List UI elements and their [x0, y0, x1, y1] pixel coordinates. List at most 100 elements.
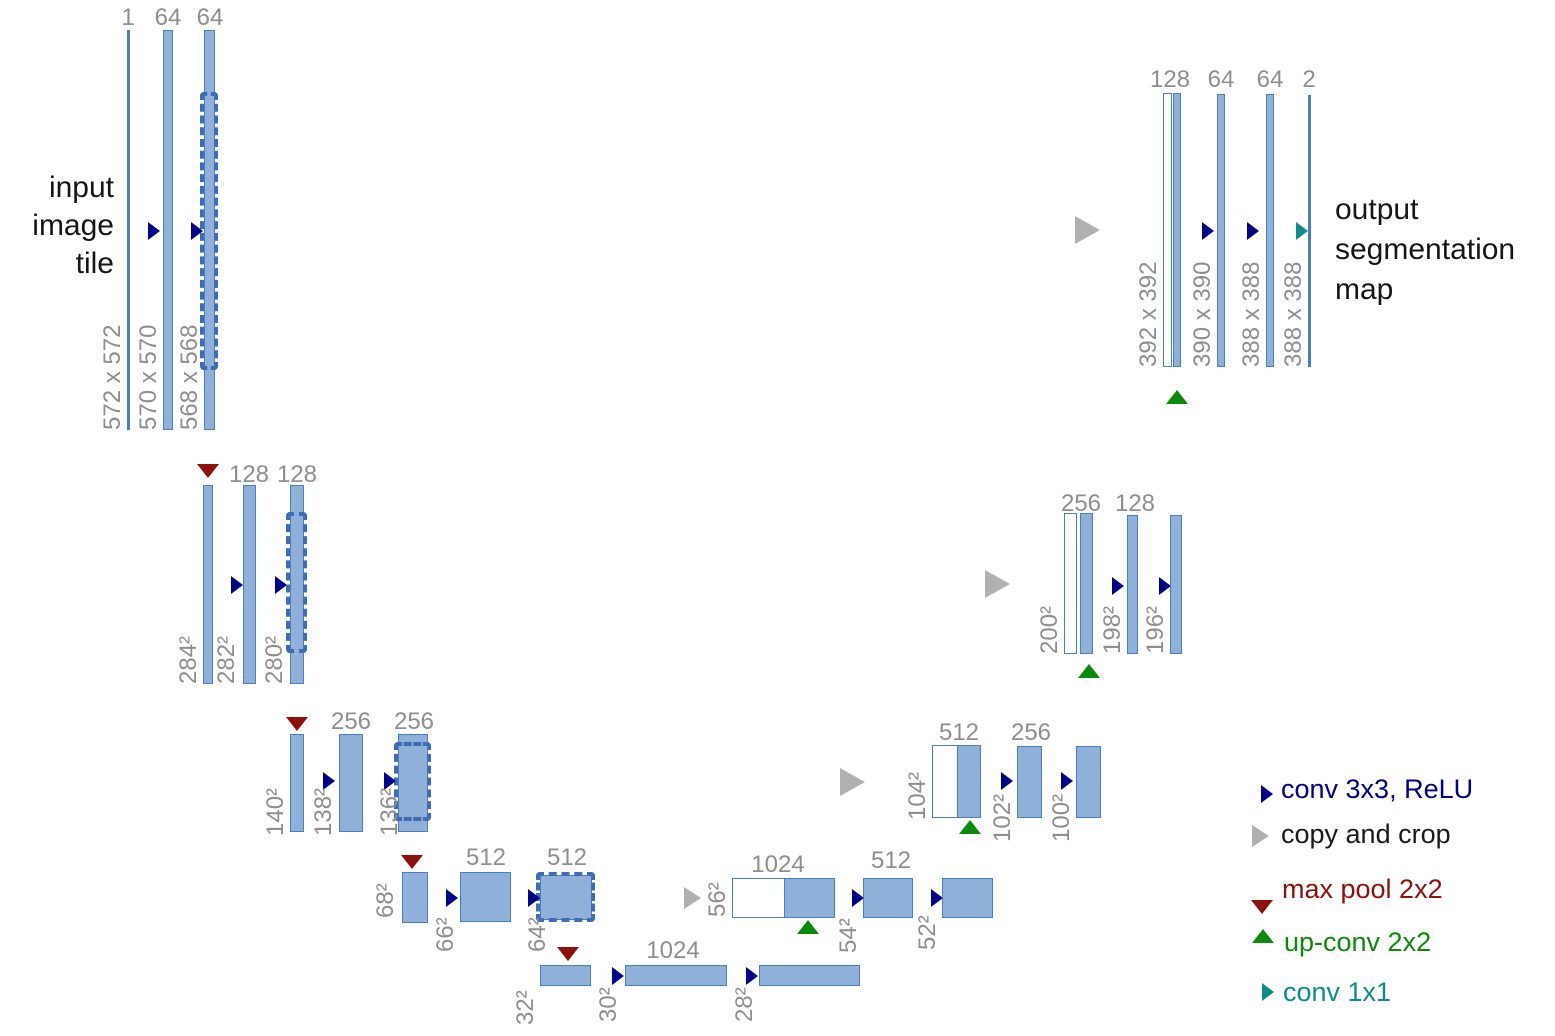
- dec2-feature-bar: [1127, 515, 1138, 654]
- dec4-size-label: 52²: [914, 915, 941, 950]
- copy-crop-arrow: [627, 884, 701, 911]
- dec1-channel-label: 64: [1207, 66, 1235, 93]
- enc4-channel-label: 512: [546, 844, 588, 871]
- dec1-size-label: 388 x 388: [1238, 261, 1265, 367]
- bottleneck-feature-box: [625, 965, 727, 986]
- output-map-label-line2: segmentation: [1335, 233, 1516, 266]
- conv3x3-arrow: [1096, 576, 1124, 595]
- dec2-size-label: 200²: [1036, 605, 1063, 654]
- dec4-channel-label: 1024: [751, 851, 805, 878]
- conv3x3-arrow: [1184, 221, 1214, 240]
- input-tile-label-line1: input: [48, 171, 114, 204]
- dec1-feature-bar: [1217, 94, 1225, 367]
- legend-upconv-label: up-conv 2x2: [1284, 927, 1432, 957]
- enc4-channel-label: 512: [465, 844, 507, 871]
- maxpool-arrow: [556, 923, 580, 961]
- legend-maxpool-arrow-icon: [1251, 877, 1273, 914]
- enc3-feature-bar: [290, 734, 304, 832]
- input-tile-label: input image tile: [14, 169, 114, 283]
- enc1-channel-label: 1: [121, 4, 135, 31]
- enc3-channel-label: 256: [330, 708, 372, 735]
- bottleneck-feature-box: [759, 965, 860, 986]
- input-tile-label-line3: tile: [75, 247, 114, 280]
- dec4-channel-label: 512: [870, 847, 912, 874]
- enc4-size-label: 64²: [524, 917, 551, 952]
- enc1-size-label: 568 x 568: [176, 324, 203, 430]
- dec3-size-label: 104²: [904, 771, 931, 820]
- maxpool-arrow: [286, 688, 307, 731]
- bottleneck-size-label: 28²: [731, 987, 758, 1022]
- dec2-feature-bar: [1170, 515, 1182, 654]
- conv3x3-arrow: [1044, 771, 1073, 790]
- maxpool-arrow: [400, 833, 423, 869]
- upconv-arrow: [797, 920, 819, 964]
- dec4-feature-box: [863, 878, 913, 918]
- input-tile-label-line2: image: [32, 209, 114, 242]
- enc2-size-label: 280²: [261, 635, 288, 684]
- dec4-feature-box: [942, 878, 993, 918]
- conv1x1-arrow: [1277, 221, 1308, 240]
- conv3x3-arrow: [594, 966, 624, 985]
- enc2-crop-outline: [286, 512, 307, 653]
- upconv-arrow: [1078, 664, 1100, 746]
- dec3-channel-label: 256: [1010, 719, 1052, 746]
- legend-maxpool-label: max pool 2x2: [1282, 874, 1443, 904]
- dec1-size-label: 390 x 390: [1189, 261, 1216, 367]
- dec3-channel-label: 512: [938, 719, 980, 746]
- enc2-size-label: 282²: [213, 635, 240, 684]
- enc1-size-label: 570 x 570: [135, 324, 162, 430]
- dec3-feature-box: [1076, 746, 1101, 818]
- bottleneck-size-label: 30²: [595, 987, 622, 1022]
- enc4-feature-box: [460, 872, 511, 922]
- enc3-feature-bar: [339, 734, 363, 832]
- dec2-upsampled-bar: [1064, 513, 1077, 654]
- conv3x3-arrow: [511, 888, 540, 907]
- enc4-feature-box: [402, 872, 428, 923]
- dec2-size-label: 196²: [1142, 605, 1169, 654]
- conv3x3-arrow: [1142, 576, 1171, 595]
- enc3-size-label: 140²: [262, 787, 289, 836]
- enc2-channel-label: 128: [228, 461, 270, 488]
- legend-conv3x3-arrow-icon: [1232, 783, 1273, 805]
- enc1-channel-label: 64: [196, 4, 224, 31]
- conv3x3-arrow: [173, 222, 203, 240]
- output-map-label-line1: output: [1335, 193, 1419, 226]
- dec2-channel-label: 128: [1114, 490, 1156, 517]
- copy-crop-arrow: [287, 215, 1100, 244]
- dec1-feature-bar: [1173, 93, 1181, 367]
- bottleneck-channel-label: 1024: [646, 937, 700, 964]
- copy-crop-arrow: [488, 767, 865, 796]
- dec2-size-label: 198²: [1099, 605, 1126, 654]
- dec1-channel-label: 2: [1302, 66, 1316, 93]
- dec3-feature-box: [957, 745, 981, 818]
- dec4-feature-box: [784, 878, 835, 918]
- enc4-size-label: 68²: [372, 883, 399, 918]
- legend-copy-crop-label: copy and crop: [1281, 819, 1451, 849]
- output-segmentation-line: [1308, 95, 1311, 367]
- legend-conv1x1-label: conv 1x1: [1283, 977, 1392, 1007]
- bottleneck-feature-box: [540, 965, 591, 986]
- enc4-crop-outline: [536, 872, 595, 922]
- enc1-input-feature-line: [127, 30, 130, 430]
- conv3x3-arrow: [915, 888, 943, 907]
- conv3x3-arrow: [259, 576, 287, 594]
- enc3-channel-label: 256: [393, 708, 435, 735]
- dec3-upsampled-box: [932, 745, 958, 818]
- dec2-feature-bar: [1080, 513, 1093, 654]
- conv3x3-arrow: [985, 771, 1013, 790]
- dec4-size-label: 56²: [704, 882, 731, 917]
- dec4-upsampled-box: [732, 878, 785, 918]
- enc3-size-label: 136²: [376, 787, 403, 836]
- conv3x3-arrow: [132, 222, 160, 240]
- dec3-feature-box: [1017, 746, 1042, 818]
- conv3x3-arrow: [215, 576, 243, 594]
- conv3x3-arrow: [1229, 221, 1259, 240]
- dec4-size-label: 54²: [835, 918, 862, 953]
- enc1-size-label: 572 x 572: [99, 324, 126, 430]
- output-map-label-line3: map: [1335, 273, 1394, 306]
- enc2-feature-bar: [203, 485, 213, 684]
- conv3x3-arrow: [836, 888, 864, 907]
- legend-conv1x1-arrow-icon: [1232, 981, 1274, 1003]
- output-map-label: output segmentation map: [1335, 190, 1515, 310]
